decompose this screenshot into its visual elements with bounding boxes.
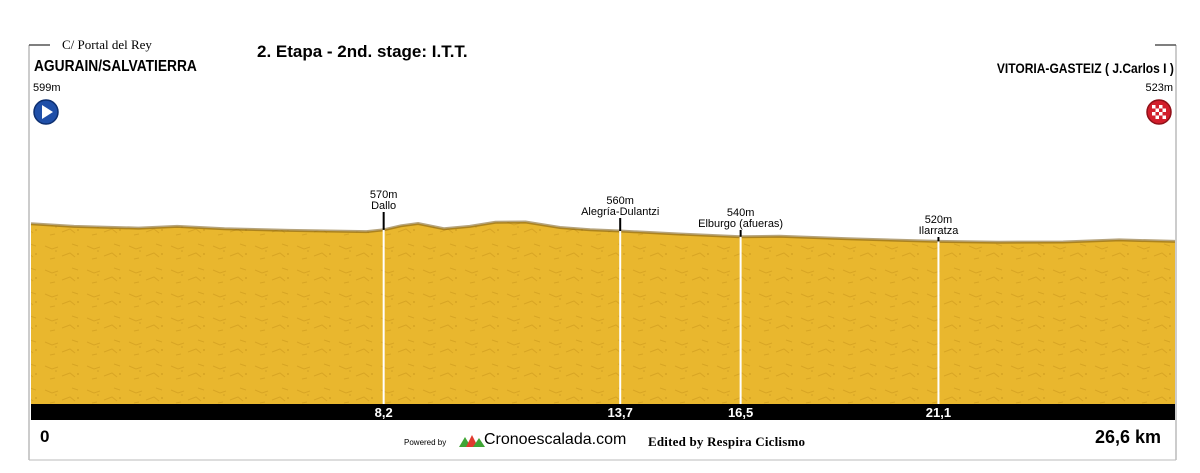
start-altitude: 599m xyxy=(33,82,61,94)
finish-location: VITORIA-GASTEIZ ( J.Carlos I ) xyxy=(996,60,1174,76)
edited-by-label: Edited by Respira Ciclismo xyxy=(648,434,806,449)
play-icon xyxy=(33,99,59,125)
terrain-texture xyxy=(31,222,1175,404)
km-end-label: 26,6 km xyxy=(1094,427,1161,447)
waypoint-name: Ilarratza xyxy=(919,225,960,237)
powered-by-label: Powered by xyxy=(404,438,447,447)
waypoint-altitude: 570m xyxy=(370,189,398,201)
km-start-label: 0 xyxy=(40,427,50,446)
stage-title: 2. Etapa - 2nd. stage: I.T.T. xyxy=(257,42,468,61)
waypoint-altitude: 520m xyxy=(925,214,953,226)
waypoint-km-label: 21,1 xyxy=(926,405,951,420)
waypoint-km-label: 16,5 xyxy=(728,405,753,420)
waypoint-km-label: 13,7 xyxy=(608,405,633,420)
waypoint-name: Alegría-Dulantzi xyxy=(581,206,659,218)
waypoint-name: Dallo xyxy=(371,200,396,212)
checkered-flag-icon xyxy=(1146,99,1172,125)
waypoint-altitude: 540m xyxy=(727,207,755,219)
finish-altitude: 523m xyxy=(1145,82,1173,94)
profile-line xyxy=(30,220,1176,244)
waypoint-altitude: 560m xyxy=(606,195,634,207)
waypoint-km-label: 8,2 xyxy=(375,405,393,420)
start-subtitle: C/ Portal del Rey xyxy=(62,37,152,52)
waypoint-name: Elburgo (afueras) xyxy=(698,218,783,230)
start-location: AGURAIN/SALVATIERRA xyxy=(34,58,197,75)
frame-border xyxy=(28,44,1177,461)
cronoescalada-logo-icon xyxy=(459,435,485,447)
distance-axis-bar xyxy=(31,404,1175,420)
brand-link[interactable]: Cronoescalada.com xyxy=(484,431,627,448)
